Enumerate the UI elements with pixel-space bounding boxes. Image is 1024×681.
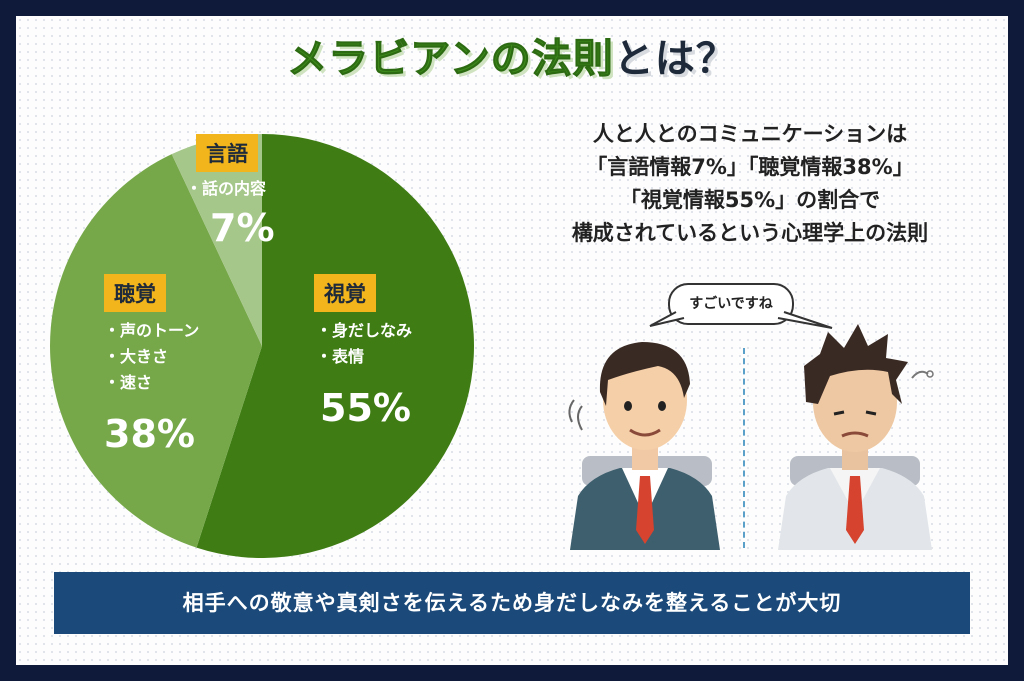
description-line: 「言語情報7%」「聴覚情報38%」 [586,155,914,179]
bottom-banner: 相手への敬意や真剣さを伝えるため身だしなみを整えることが大切 [54,572,970,634]
list-item: 身だしなみ [316,318,412,344]
slice-items-auditory: 声のトーン 大きさ 速さ [104,318,199,396]
list-item: 大きさ [104,344,199,370]
slice-label-verbal: 言語 [196,134,258,172]
list-item: 声のトーン [104,318,199,344]
man-tired-illustration [778,324,934,550]
speech-bubble: すごいですね [668,283,794,325]
man-impressed-illustration [568,342,720,550]
slice-value-verbal: 7% [210,206,275,250]
slice-value-auditory: 38% [104,412,195,456]
slice-items-visual: 身だしなみ 表情 [316,318,412,370]
list-item: 話の内容 [186,176,266,202]
slice-label-visual: 視覚 [314,274,376,312]
description-line: 構成されているという心理学上の法則 [571,221,929,245]
page-title: メラビアンの法則とは？ [0,26,1024,84]
description-line: 「視覚情報55%」の割合で [619,188,881,212]
description-line: 人と人とのコミュニケーションは [592,122,908,146]
divider [743,348,745,548]
list-item: 表情 [316,344,412,370]
description: 人と人とのコミュニケーションは 「言語情報7%」「聴覚情報38%」 「視覚情報5… [520,118,980,250]
title-main: メラビアンの法則 [287,36,614,83]
list-item: 速さ [104,370,199,396]
slice-label-auditory: 聴覚 [104,274,166,312]
content-frame [16,16,1008,665]
title-suffix: とは？ [613,36,737,82]
slice-value-visual: 55% [320,386,411,430]
slice-items-verbal: 話の内容 [186,176,266,202]
